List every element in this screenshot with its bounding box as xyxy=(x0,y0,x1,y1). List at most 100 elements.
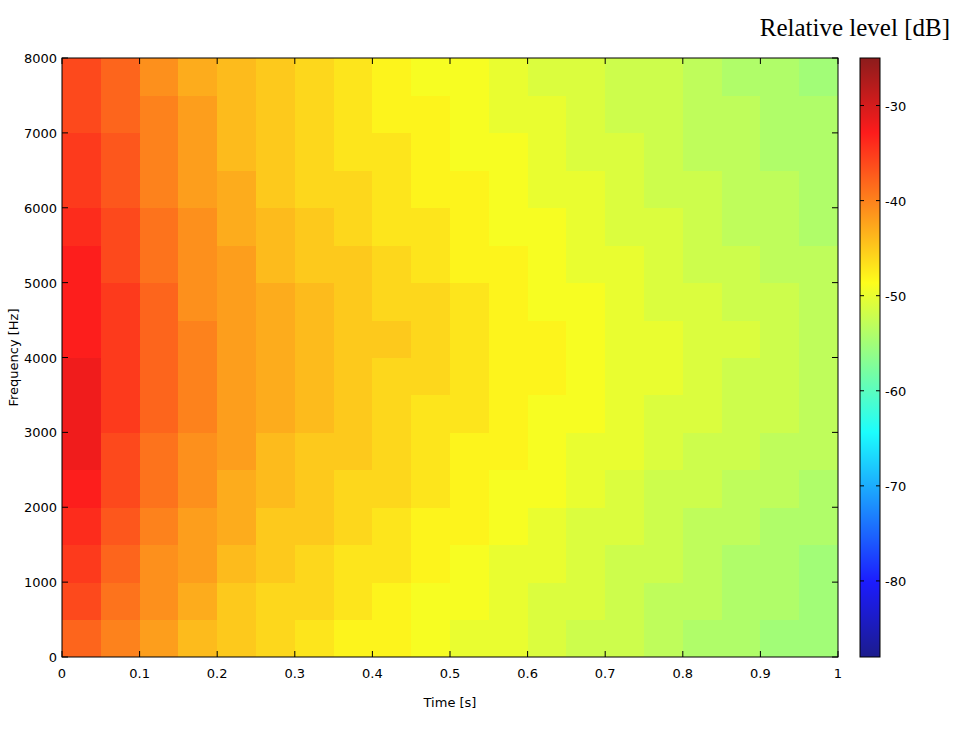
cell xyxy=(450,208,489,246)
cell xyxy=(217,470,256,508)
cell xyxy=(295,620,334,657)
x-tick xyxy=(760,651,761,657)
cell xyxy=(683,432,722,470)
cell xyxy=(566,133,605,171)
plot-frame xyxy=(62,58,838,657)
cell xyxy=(101,283,140,321)
cell xyxy=(411,283,450,321)
y-tick xyxy=(62,132,68,133)
cell xyxy=(101,208,140,246)
cell xyxy=(528,620,567,657)
cell xyxy=(605,545,644,583)
cell xyxy=(62,507,101,545)
colorbar-tick xyxy=(876,105,880,106)
cell xyxy=(411,58,450,96)
cell xyxy=(256,620,295,657)
x-tick-label: 0.2 xyxy=(207,666,228,681)
colorbar-tick xyxy=(860,105,864,106)
cell xyxy=(372,283,411,321)
cell xyxy=(528,170,567,208)
colorbar-tick xyxy=(860,200,864,201)
x-tick-label: 0.5 xyxy=(440,666,461,681)
y-tick-label: 8000 xyxy=(24,51,57,66)
cell xyxy=(295,95,334,133)
cell xyxy=(450,320,489,358)
cell xyxy=(760,507,799,545)
cell xyxy=(644,283,683,321)
cell xyxy=(256,470,295,508)
cell xyxy=(411,208,450,246)
cell xyxy=(566,58,605,96)
cell xyxy=(566,283,605,321)
y-tick xyxy=(832,432,838,433)
cell xyxy=(178,208,217,246)
cell xyxy=(372,208,411,246)
x-tick-label: 1 xyxy=(834,666,842,681)
cell xyxy=(605,507,644,545)
cell xyxy=(62,432,101,470)
x-tick xyxy=(139,58,140,64)
cell xyxy=(411,620,450,657)
x-tick xyxy=(294,58,295,64)
cell xyxy=(566,432,605,470)
cell xyxy=(62,245,101,283)
cell xyxy=(644,58,683,96)
cell xyxy=(62,283,101,321)
cell xyxy=(178,358,217,396)
cell xyxy=(489,58,528,96)
cell xyxy=(489,432,528,470)
cell xyxy=(372,432,411,470)
cell xyxy=(722,432,761,470)
cell xyxy=(722,245,761,283)
cell xyxy=(178,545,217,583)
y-tick xyxy=(832,132,838,133)
cell xyxy=(722,507,761,545)
cell xyxy=(62,95,101,133)
cell xyxy=(178,320,217,358)
cell xyxy=(101,358,140,396)
x-tick xyxy=(217,651,218,657)
cell xyxy=(334,507,373,545)
cell xyxy=(256,58,295,96)
cell xyxy=(372,395,411,433)
cell xyxy=(760,545,799,583)
cell xyxy=(799,95,838,133)
cell xyxy=(217,170,256,208)
cell xyxy=(372,170,411,208)
cell xyxy=(683,470,722,508)
cell xyxy=(334,620,373,657)
cell xyxy=(528,58,567,96)
x-tick-label: 0.3 xyxy=(284,666,305,681)
cell xyxy=(683,245,722,283)
x-tick-label: 0.6 xyxy=(517,666,538,681)
cell xyxy=(140,133,179,171)
cell xyxy=(334,283,373,321)
cell xyxy=(334,545,373,583)
y-tick xyxy=(832,657,838,658)
y-tick-label: 1000 xyxy=(24,575,57,590)
cell xyxy=(411,320,450,358)
cell xyxy=(683,620,722,657)
cell xyxy=(372,133,411,171)
cell xyxy=(295,133,334,171)
cell xyxy=(256,507,295,545)
cell xyxy=(411,507,450,545)
x-tick xyxy=(527,58,528,64)
cell xyxy=(295,245,334,283)
x-tick xyxy=(760,58,761,64)
cell xyxy=(450,133,489,171)
x-tick xyxy=(682,58,683,64)
cell xyxy=(62,320,101,358)
y-tick xyxy=(832,582,838,583)
cell xyxy=(372,358,411,396)
cell xyxy=(101,395,140,433)
cell xyxy=(644,95,683,133)
cell xyxy=(140,432,179,470)
cell xyxy=(372,320,411,358)
y-tick-label: 6000 xyxy=(24,201,57,216)
cell xyxy=(372,58,411,96)
cell xyxy=(450,620,489,657)
cell xyxy=(605,320,644,358)
cell xyxy=(295,582,334,620)
cell xyxy=(101,58,140,96)
